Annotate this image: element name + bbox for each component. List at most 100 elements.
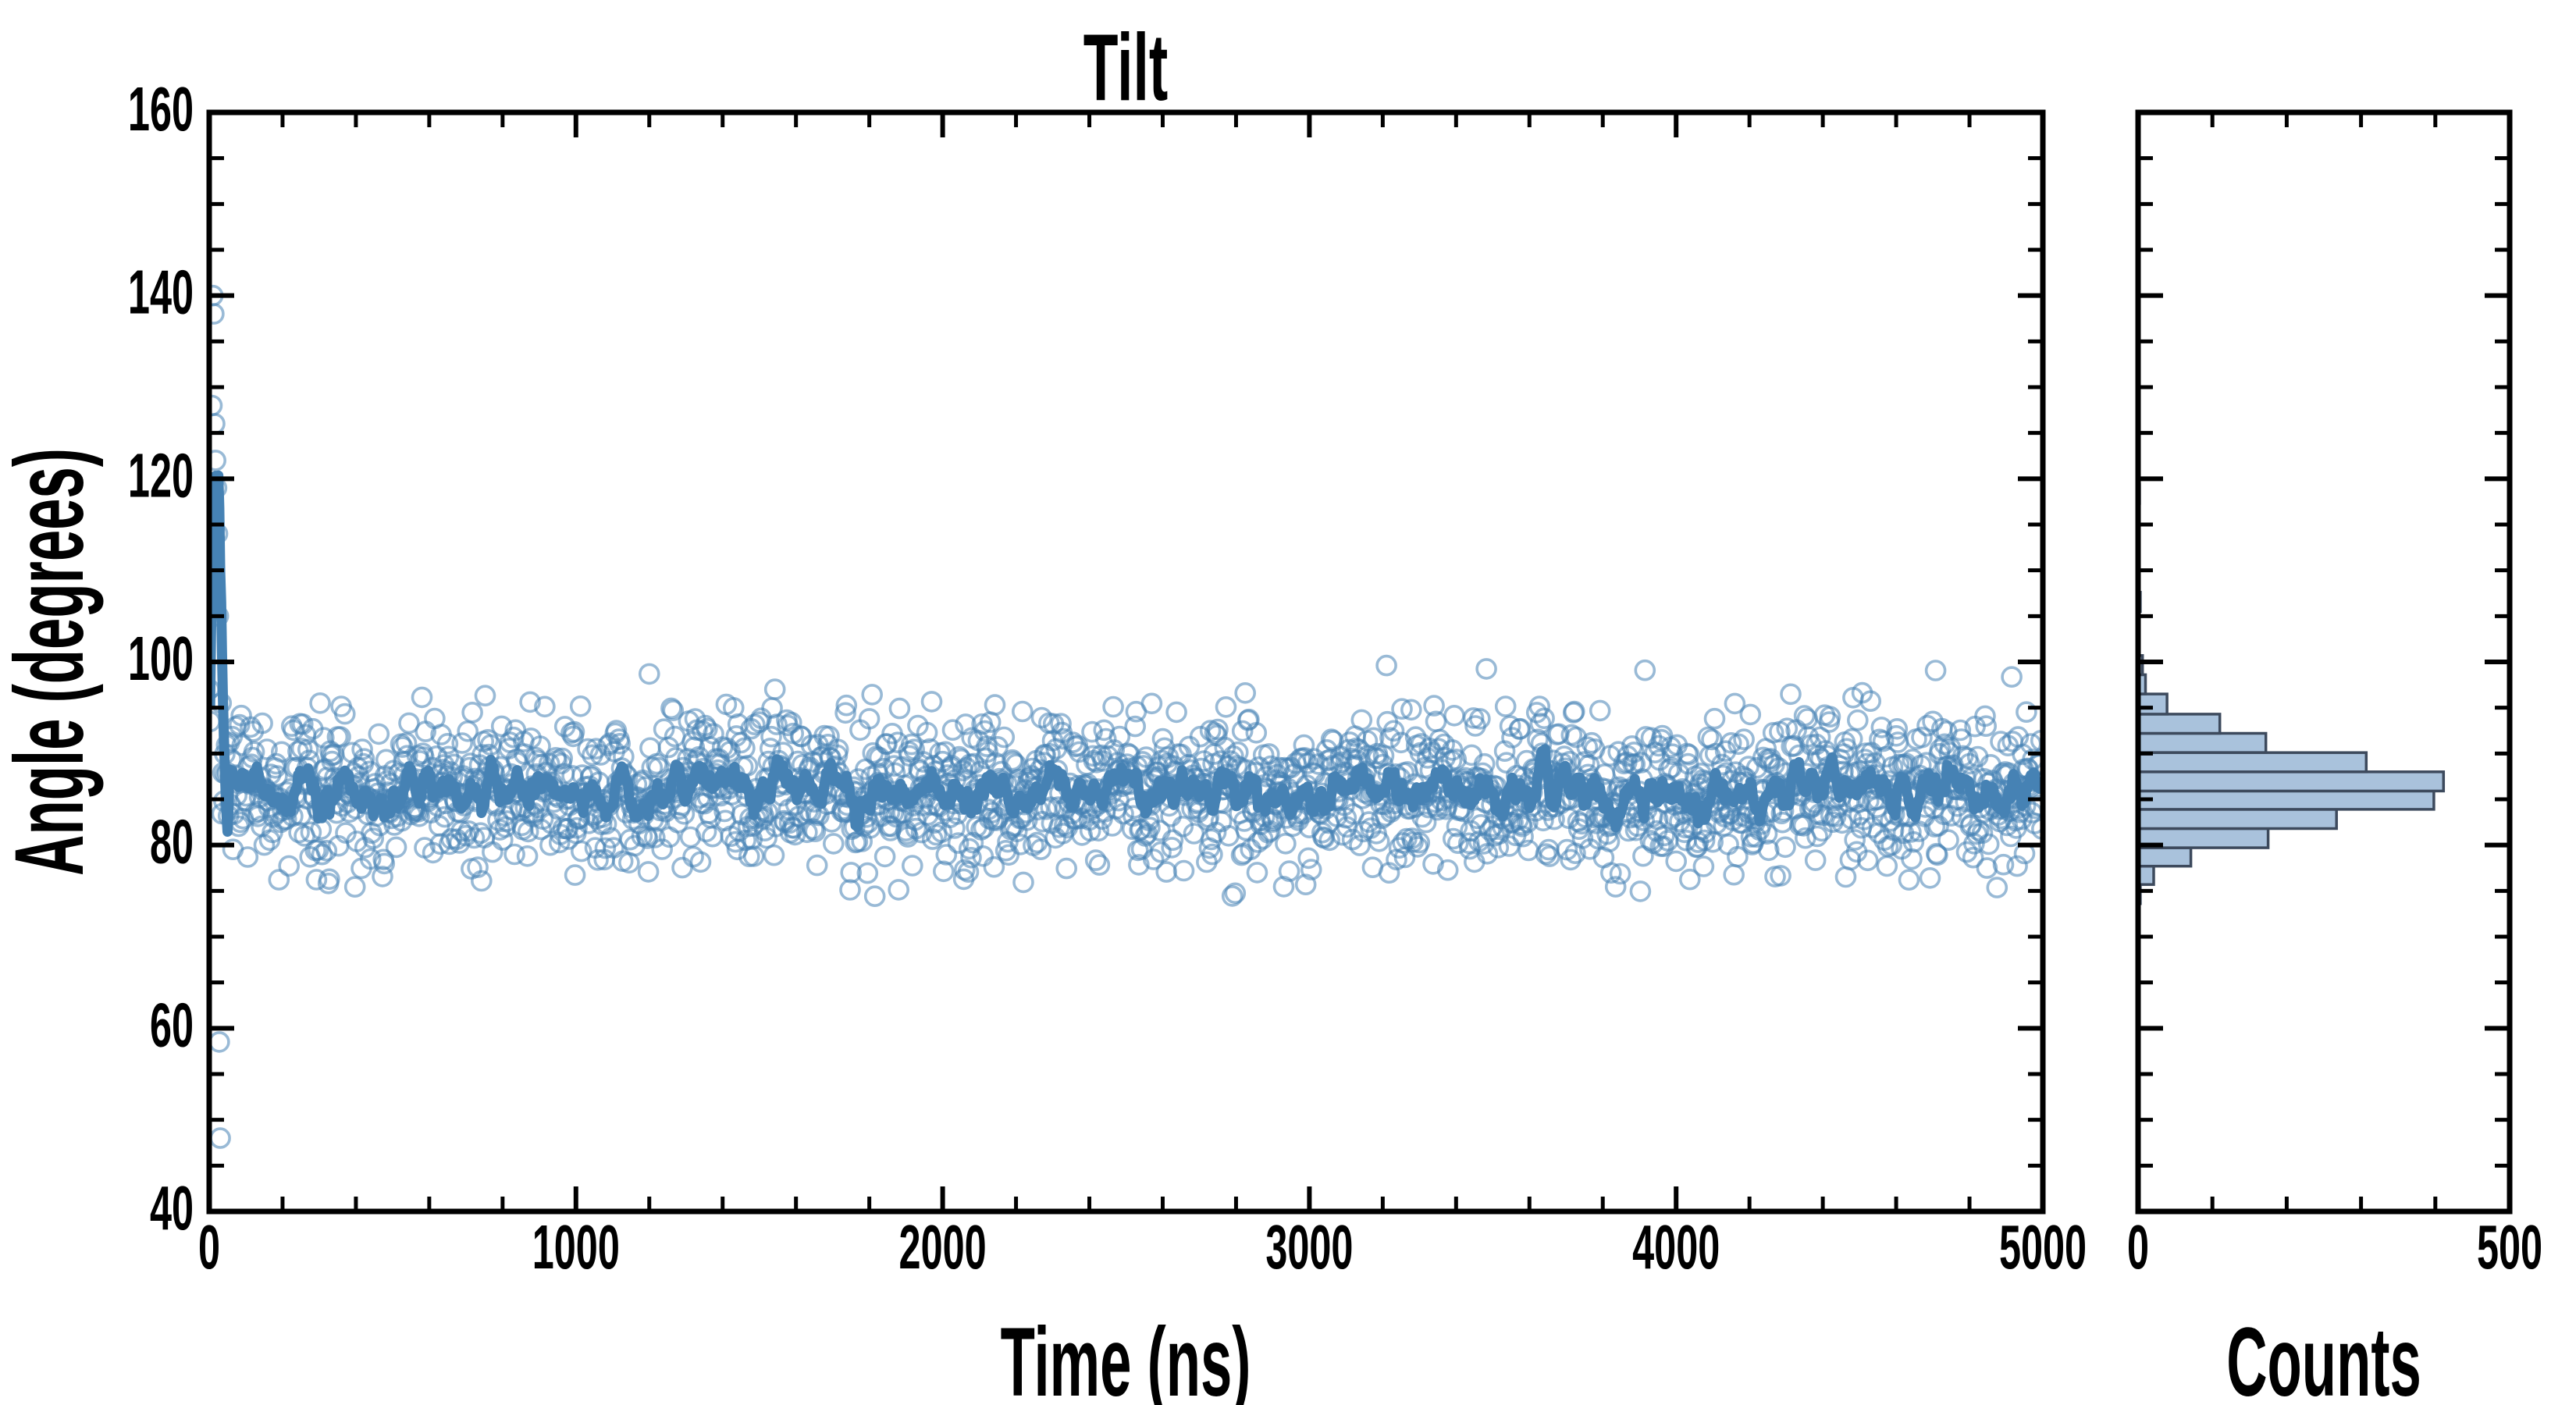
histogram-bar [2138, 731, 2268, 754]
scatter-point [641, 756, 664, 779]
scatter-points [209, 284, 2043, 1149]
scatter-point [463, 827, 486, 849]
scatter-point [2001, 666, 2023, 688]
scatter-point [888, 697, 911, 720]
scatter-point [1221, 885, 1244, 907]
scatter-point [802, 818, 824, 841]
scatter-point [1443, 827, 1464, 850]
scatter-point [1604, 876, 1627, 898]
scatter-point [1780, 683, 1802, 706]
scatter-point [333, 702, 356, 725]
scatter-point [1207, 718, 1229, 741]
scatter-point [312, 727, 335, 749]
scatter-point [1112, 802, 1134, 825]
scatter-point [1142, 848, 1165, 870]
scatter-point [1804, 849, 1827, 871]
scatter-point [1103, 739, 1125, 761]
scatter-point [856, 862, 879, 884]
scatter-point [888, 879, 909, 901]
scatter-point [760, 725, 782, 748]
scatter-point [766, 713, 788, 735]
scatter-point [1919, 867, 1941, 889]
scatter-point [1528, 695, 1550, 717]
scatter-point [436, 732, 459, 755]
counts-tick-label: 0 [2127, 1212, 2149, 1282]
scatter-point [1257, 822, 1279, 844]
scatter-point [1012, 700, 1034, 723]
scatter-point [1475, 658, 1497, 680]
x-tick-label: 3000 [1265, 1212, 1353, 1282]
scatter-point [385, 836, 407, 859]
scatter-point [1172, 816, 1194, 838]
scatter-point [1400, 699, 1422, 721]
y-tick-label: 100 [128, 624, 194, 694]
scatter-point [587, 849, 609, 871]
scatter-point [863, 885, 886, 907]
scatter-point [461, 701, 483, 724]
scatter-point [534, 695, 556, 718]
scatter-point [763, 844, 785, 866]
scatter-point [503, 843, 525, 866]
scatter-point [268, 869, 290, 891]
scatter-point [353, 748, 375, 770]
scatter-point [1571, 827, 1594, 849]
scatter-point [1834, 866, 1857, 888]
scatter-point [209, 1031, 230, 1053]
scatter-point [1443, 704, 1465, 727]
scatter-point [1423, 695, 1445, 717]
scatter-point [957, 861, 980, 883]
scatter-point [1204, 722, 1226, 744]
scatter-point [362, 827, 385, 849]
scatter-point [1445, 749, 1468, 770]
scatter-point [960, 847, 982, 869]
scatter-point [835, 694, 858, 717]
x-tick-label: 4000 [1632, 1212, 1720, 1282]
scatter-point [309, 692, 331, 714]
scatter-point [1402, 831, 1424, 853]
scatter-point [2016, 701, 2037, 724]
scatter-point [1589, 699, 1611, 722]
scatter-point [470, 870, 493, 892]
scatter-point [609, 732, 632, 755]
plot-title: Tilt [1083, 15, 1168, 121]
scatter-point [1390, 731, 1412, 754]
scatter-point [1172, 859, 1195, 882]
scatter-point [1368, 831, 1390, 852]
scatter-point [1162, 829, 1184, 852]
scatter-point [291, 713, 314, 735]
scatter-point [1297, 847, 1319, 870]
scatter-point [1609, 863, 1631, 885]
scatter-point [873, 845, 896, 868]
scatter-point [351, 738, 373, 760]
scatter-point [482, 841, 503, 863]
y-tick-label: 40 [150, 1173, 194, 1243]
scatter-point [519, 691, 541, 713]
scatter-point [883, 755, 906, 777]
scatter-point [935, 844, 958, 866]
scatter-point [1246, 862, 1268, 884]
scatter-point [569, 695, 592, 717]
scatter-point [1294, 873, 1317, 895]
histogram-bar [2138, 751, 2368, 774]
histogram-bar [2138, 770, 2446, 793]
scatter-point [742, 845, 765, 867]
scatter-point [1986, 877, 2008, 898]
scatter-point [297, 738, 319, 761]
scatter-point [1234, 681, 1256, 704]
scatter-point [671, 856, 693, 879]
scatter-point [209, 1127, 231, 1149]
scatter-point [1009, 834, 1032, 855]
scatter-point [920, 691, 943, 713]
scatter-point [839, 879, 861, 901]
scatter-point [1487, 837, 1510, 859]
scatter-point [474, 685, 496, 707]
scatter-point [1224, 882, 1247, 905]
scatter-point [1414, 811, 1437, 834]
scatter-point [1665, 850, 1687, 873]
scatter-point [1258, 743, 1280, 765]
scatter-point [209, 303, 225, 325]
x-tick-label: 5000 [1999, 1212, 2087, 1282]
scatter-point [730, 731, 753, 754]
scatter-point [876, 733, 898, 756]
